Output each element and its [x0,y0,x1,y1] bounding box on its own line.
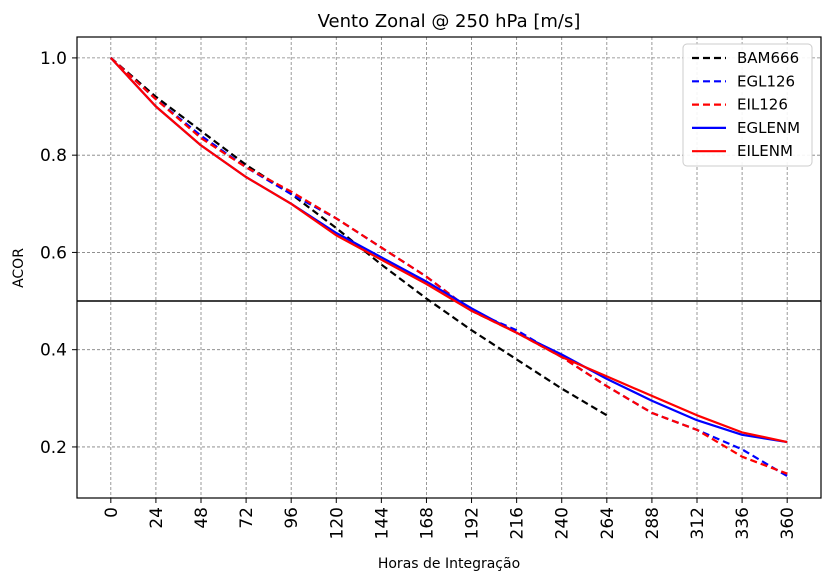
y-tick-label: 0.8 [40,146,67,166]
legend-label: BAM666 [737,49,799,67]
x-tick-label: 72 [237,507,257,529]
legend-label: EGLENM [737,119,800,137]
x-tick-label: 312 [688,507,708,539]
x-tick-label: 360 [778,507,798,539]
legend: BAM666 EGL126 EIL126 EGLENM EILENM [682,43,813,167]
series-line-eilenm [109,57,788,444]
plot-frame [76,36,822,499]
x-tick-label: 336 [733,507,753,539]
ticks: 0 24 48 72 96 120 144 168 192 216 240 264 288 312 336 3… [40,49,798,540]
x-tick-label: 0 [102,507,122,518]
x-tick-label: 288 [643,507,663,539]
legend-box [682,43,813,167]
y-tick-label: 0.6 [40,243,67,263]
legend-label: EGL126 [737,72,795,90]
x-tick-label: 168 [417,507,437,539]
x-tick-label: 120 [327,507,347,539]
x-tick-label: 24 [147,507,167,529]
x-tick-label: 192 [463,507,483,539]
y-tick-label: 0.2 [40,438,67,458]
x-tick-label: 216 [508,507,528,539]
y-tick-label: 1.0 [40,49,67,69]
x-tick-label: 240 [553,507,573,539]
legend-label: EIL126 [737,96,788,114]
y-tick-label: 0.4 [40,341,67,361]
y-axis-label: ACOR [11,248,27,288]
legend-label: EILENM [737,142,793,160]
x-tick-label: 48 [192,507,212,529]
x-tick-label: 144 [372,507,392,539]
chart-title: Vento Zonal @ 250 hPa [m/s] [318,11,581,32]
x-tick-label: 264 [598,507,618,539]
x-tick-label: 96 [282,507,302,529]
series-group [109,57,788,478]
x-axis-label: Horas de Integração [378,556,520,572]
